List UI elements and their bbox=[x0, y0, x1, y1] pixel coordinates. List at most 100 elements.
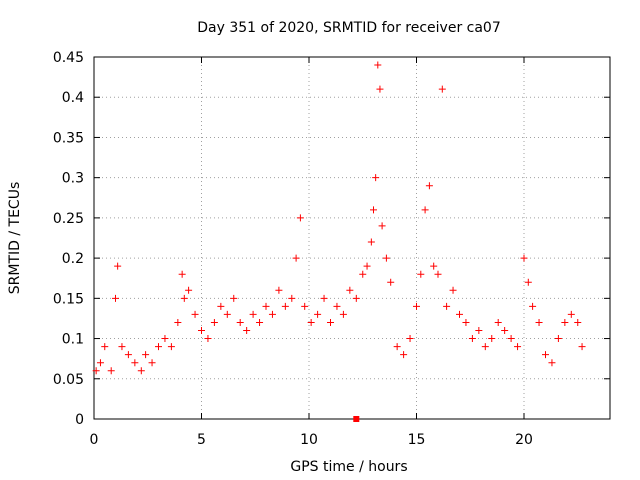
data-point bbox=[494, 318, 502, 326]
data-point bbox=[542, 351, 549, 359]
data-point bbox=[288, 294, 296, 302]
x-tick-label: 20 bbox=[515, 432, 533, 448]
data-point bbox=[554, 335, 562, 343]
data-point bbox=[438, 85, 446, 93]
data-point bbox=[488, 335, 496, 343]
data-point bbox=[92, 367, 100, 375]
data-point bbox=[249, 310, 257, 318]
data-point bbox=[378, 222, 386, 230]
data-point bbox=[481, 343, 489, 351]
data-point bbox=[178, 270, 186, 278]
y-tick-label: 0.05 bbox=[53, 372, 84, 388]
data-point bbox=[131, 359, 139, 367]
data-point bbox=[382, 254, 390, 262]
data-point bbox=[561, 318, 569, 326]
data-point bbox=[243, 327, 251, 335]
data-point bbox=[281, 302, 289, 310]
data-point bbox=[268, 310, 276, 318]
y-tick-label: 0.1 bbox=[62, 332, 84, 348]
data-point bbox=[443, 302, 451, 310]
data-point bbox=[430, 262, 438, 270]
data-point bbox=[320, 294, 328, 302]
data-point bbox=[155, 343, 162, 351]
data-point bbox=[230, 294, 238, 302]
data-point bbox=[296, 214, 304, 222]
data-point bbox=[339, 310, 347, 318]
data-point bbox=[475, 327, 483, 335]
data-point bbox=[142, 351, 150, 359]
x-axis-label: GPS time / hours bbox=[290, 459, 407, 475]
plot-frame bbox=[93, 56, 611, 420]
data-point bbox=[367, 238, 375, 246]
data-point bbox=[262, 302, 270, 310]
data-point bbox=[101, 343, 109, 351]
x-tick-label: 5 bbox=[197, 432, 206, 448]
data-point bbox=[359, 270, 367, 278]
data-point bbox=[374, 61, 382, 69]
data-point bbox=[529, 302, 537, 310]
data-point bbox=[578, 343, 586, 351]
data-point bbox=[161, 335, 169, 343]
data-point bbox=[567, 310, 575, 318]
data-point bbox=[372, 174, 380, 182]
y-axis-label: SRMTID / TECUs bbox=[7, 182, 23, 295]
data-point bbox=[292, 254, 300, 262]
data-point bbox=[421, 206, 429, 214]
data-point bbox=[327, 318, 334, 326]
data-point bbox=[393, 343, 401, 351]
data-point bbox=[352, 294, 360, 302]
ticks: 0 0.05 0.1 0.15 0.2 0.25 0.3 0.35 0.4 0.45 0 5 10 15 2… bbox=[53, 50, 610, 448]
y-tick-label: 0.3 bbox=[62, 171, 84, 187]
data-point bbox=[514, 343, 522, 351]
data-point bbox=[468, 335, 476, 343]
data-point bbox=[387, 278, 395, 286]
data-point bbox=[256, 318, 264, 326]
data-point bbox=[114, 262, 122, 270]
data-point bbox=[210, 318, 218, 326]
y-tick-label: 0.4 bbox=[62, 90, 84, 106]
data-point bbox=[456, 310, 463, 318]
data-point bbox=[301, 302, 309, 310]
y-tick-label: 0.45 bbox=[53, 50, 84, 66]
data-point bbox=[462, 318, 470, 326]
data-point bbox=[118, 343, 126, 351]
outliers bbox=[353, 416, 360, 422]
x-tick-label: 0 bbox=[90, 432, 99, 448]
data-point bbox=[524, 278, 532, 286]
data-point bbox=[501, 327, 509, 335]
data-point bbox=[223, 310, 231, 318]
data-point bbox=[535, 318, 543, 326]
data-point bbox=[449, 286, 457, 294]
y-tick-label: 0.15 bbox=[53, 291, 84, 307]
data-point bbox=[148, 359, 156, 367]
data-point bbox=[137, 367, 145, 375]
y-tick-label: 0.2 bbox=[62, 251, 84, 267]
data-point bbox=[167, 343, 175, 351]
data-point bbox=[314, 310, 322, 318]
data-point bbox=[333, 302, 341, 310]
data-point bbox=[204, 335, 212, 343]
data-point bbox=[236, 318, 244, 326]
chart-title: Day 351 of 2020, SRMTID for receiver ca0… bbox=[197, 20, 501, 36]
data-point bbox=[275, 286, 283, 294]
data-point bbox=[376, 85, 384, 93]
data-point bbox=[174, 318, 182, 326]
data-point bbox=[574, 318, 582, 326]
grid bbox=[94, 57, 610, 419]
x-tick-label: 10 bbox=[300, 432, 318, 448]
data-point bbox=[417, 270, 425, 278]
data-point bbox=[307, 318, 315, 326]
points bbox=[92, 61, 586, 375]
data-point bbox=[370, 206, 377, 214]
data-point bbox=[346, 286, 354, 294]
data-point bbox=[112, 294, 119, 302]
data-point bbox=[400, 351, 408, 359]
data-point bbox=[425, 182, 433, 190]
data-point bbox=[363, 262, 371, 270]
outlier-marker bbox=[353, 416, 360, 422]
data-point bbox=[191, 310, 199, 318]
data-point bbox=[180, 294, 188, 302]
data-point bbox=[107, 367, 115, 375]
data-point bbox=[96, 359, 104, 367]
